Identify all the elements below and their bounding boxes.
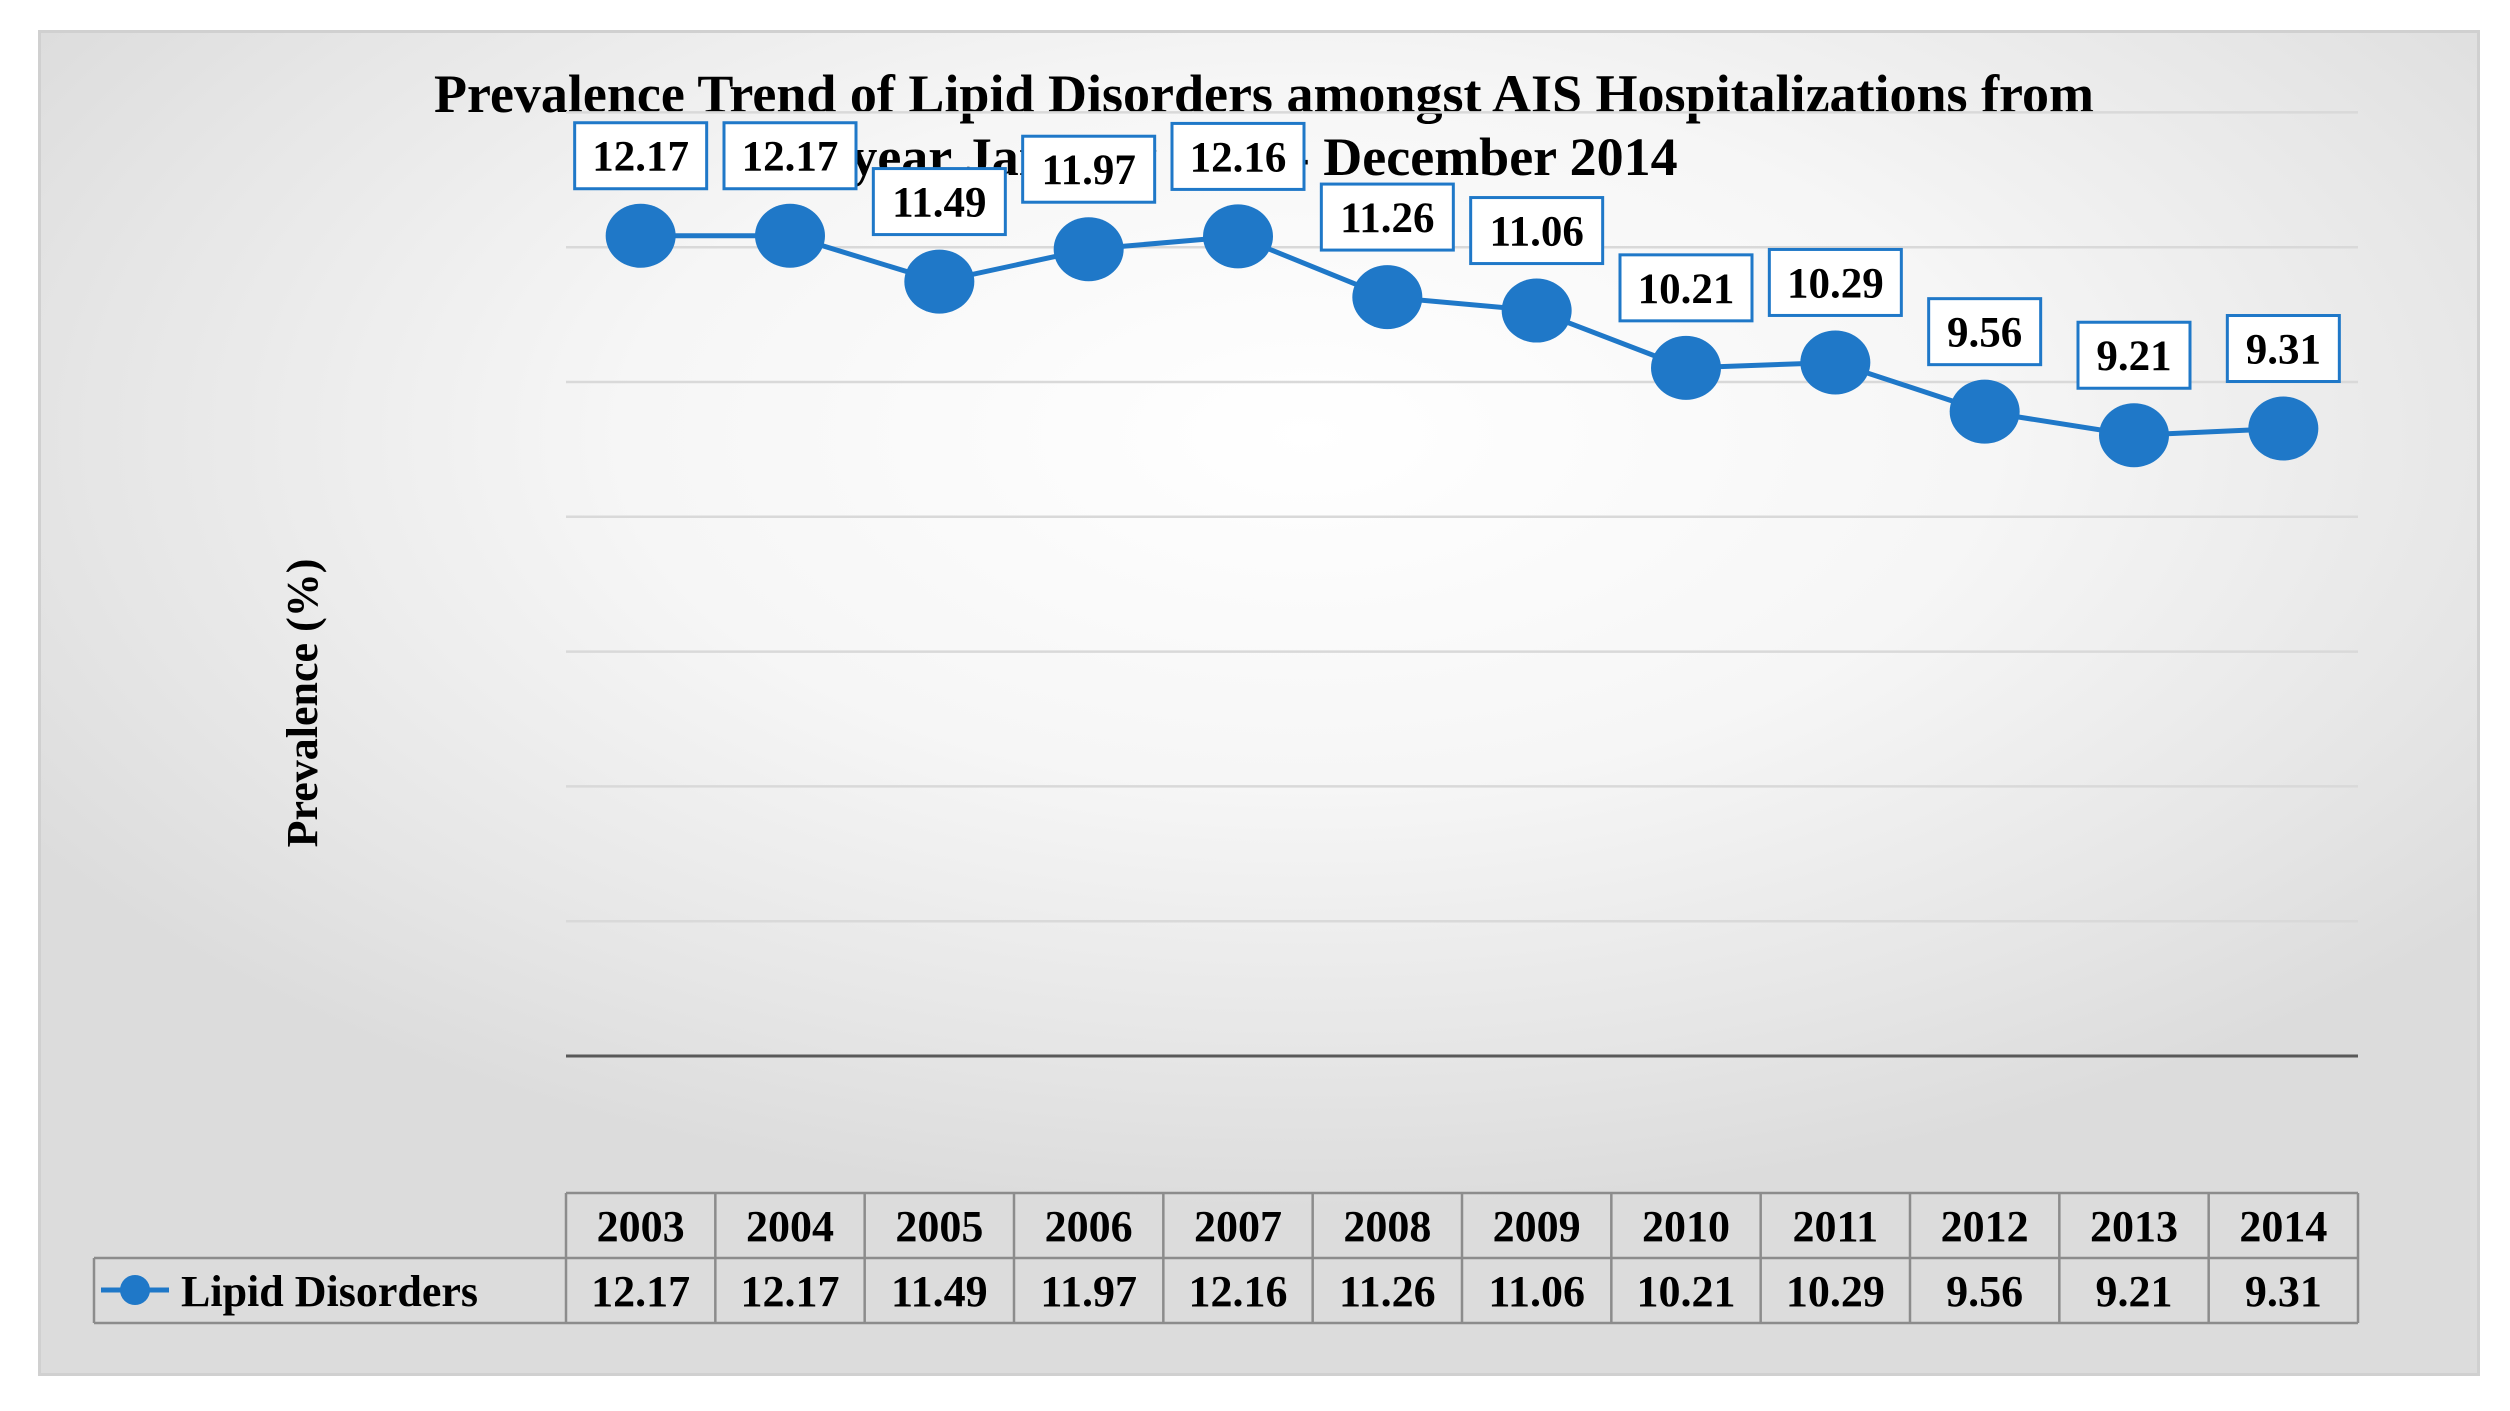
data-point xyxy=(904,249,975,314)
data-label-box xyxy=(1767,247,1903,317)
data-label-box xyxy=(1927,297,2043,367)
data-label-box xyxy=(573,121,709,191)
data-label-text: 10.21 xyxy=(1638,266,1735,313)
gridlines xyxy=(566,111,2358,1058)
data-label: 9.31 xyxy=(2225,314,2341,384)
data-label-text: 11.26 xyxy=(1340,195,1434,242)
data-table: 2003 12.17 2004 12.17 2005 11.49 2006 11.97 2007… xyxy=(92,1191,2360,1325)
table-value: 9.21 xyxy=(2096,1267,2173,1316)
data-label-text: 12.17 xyxy=(742,134,839,181)
data-label: 11.49 xyxy=(871,167,1007,237)
data-label-box xyxy=(722,121,858,191)
data-point xyxy=(605,203,676,268)
x-tick-label: 2010 xyxy=(1642,1202,1730,1251)
table-value: 9.31 xyxy=(2245,1267,2322,1316)
table-value: 11.97 xyxy=(1040,1267,1137,1316)
x-tick-label: 2008 xyxy=(1343,1202,1431,1251)
data-label-box xyxy=(2076,320,2192,390)
table-value: 11.49 xyxy=(891,1267,988,1316)
data-point xyxy=(2248,396,2319,461)
data-label-text: 11.49 xyxy=(892,180,986,227)
table-value: 10.21 xyxy=(1637,1267,1736,1316)
table-value: 12.16 xyxy=(1189,1267,1288,1316)
data-point xyxy=(755,203,825,268)
x-tick-label: 2004 xyxy=(746,1202,834,1251)
x-tick-label: 2007 xyxy=(1194,1202,1282,1251)
x-tick-label: 2011 xyxy=(1793,1202,1879,1251)
table-value: 11.06 xyxy=(1488,1267,1585,1316)
data-point xyxy=(2099,403,2169,468)
table-value: 12.17 xyxy=(741,1267,840,1316)
data-label-box xyxy=(1021,134,1157,204)
data-label-box xyxy=(2225,314,2341,384)
table-value: 9.56 xyxy=(1946,1267,2023,1316)
data-point xyxy=(1651,335,1721,400)
table-value: 12.17 xyxy=(591,1267,690,1316)
data-point xyxy=(1203,204,1273,269)
data-label: 11.06 xyxy=(1469,196,1605,266)
data-label-box xyxy=(871,167,1007,237)
data-label-text: 10.29 xyxy=(1787,260,1884,307)
x-tick-label: 2012 xyxy=(1941,1202,2029,1251)
data-point xyxy=(1352,265,1423,330)
x-tick-label: 2003 xyxy=(597,1202,685,1251)
legend-label: Lipid Disorders xyxy=(181,1267,478,1316)
data-label-text: 9.56 xyxy=(1947,310,2022,357)
data-label-box xyxy=(1469,196,1605,266)
data-point xyxy=(1949,379,2020,444)
data-label: 9.21 xyxy=(2076,320,2192,390)
data-label-text: 9.31 xyxy=(2246,327,2321,374)
data-point xyxy=(1501,278,1572,343)
x-tick-label: 2006 xyxy=(1045,1202,1133,1251)
chart-title-line-1: Prevalence Trend of Lipid Disorders amon… xyxy=(434,64,2094,124)
x-tick-label: 2014 xyxy=(2239,1202,2327,1251)
x-tick-label: 2013 xyxy=(2090,1202,2178,1251)
table-value: 11.26 xyxy=(1339,1267,1436,1316)
data-label-text: 11.06 xyxy=(1489,209,1583,256)
data-label-box xyxy=(1319,182,1455,252)
x-tick-label: 2009 xyxy=(1493,1202,1581,1251)
data-label: 10.21 xyxy=(1618,253,1754,323)
data-label-box xyxy=(1170,121,1306,191)
data-label: 12.17 xyxy=(573,121,709,191)
chart-frame: Prevalence Trend of Lipid Disorders amon… xyxy=(38,30,2480,1376)
legend-marker xyxy=(120,1275,150,1305)
y-axis-label: Prevalence (%) xyxy=(278,559,327,848)
data-label-text: 12.16 xyxy=(1190,134,1287,181)
data-label-text: 11.97 xyxy=(1041,147,1135,194)
data-label: 12.17 xyxy=(722,121,858,191)
line-chart: Prevalence Trend of Lipid Disorders amon… xyxy=(92,64,2360,1325)
data-label: 12.16 xyxy=(1170,121,1306,191)
data-label: 11.97 xyxy=(1021,134,1157,204)
data-label: 11.26 xyxy=(1319,182,1455,252)
data-label-box xyxy=(1618,253,1754,323)
data-label: 10.29 xyxy=(1767,247,1903,317)
table-value: 10.29 xyxy=(1786,1267,1885,1316)
data-label-text: 12.17 xyxy=(592,134,689,181)
series-layer xyxy=(605,203,2319,468)
data-point xyxy=(1800,330,1871,395)
data-label-text: 9.21 xyxy=(2096,333,2171,380)
data-labels: 12.17 12.17 11.49 11.97 12.16 11.26 11.06 10.21… xyxy=(573,121,2341,390)
data-point xyxy=(1053,217,1124,282)
data-label: 9.56 xyxy=(1927,297,2043,367)
x-tick-label: 2005 xyxy=(895,1202,983,1251)
